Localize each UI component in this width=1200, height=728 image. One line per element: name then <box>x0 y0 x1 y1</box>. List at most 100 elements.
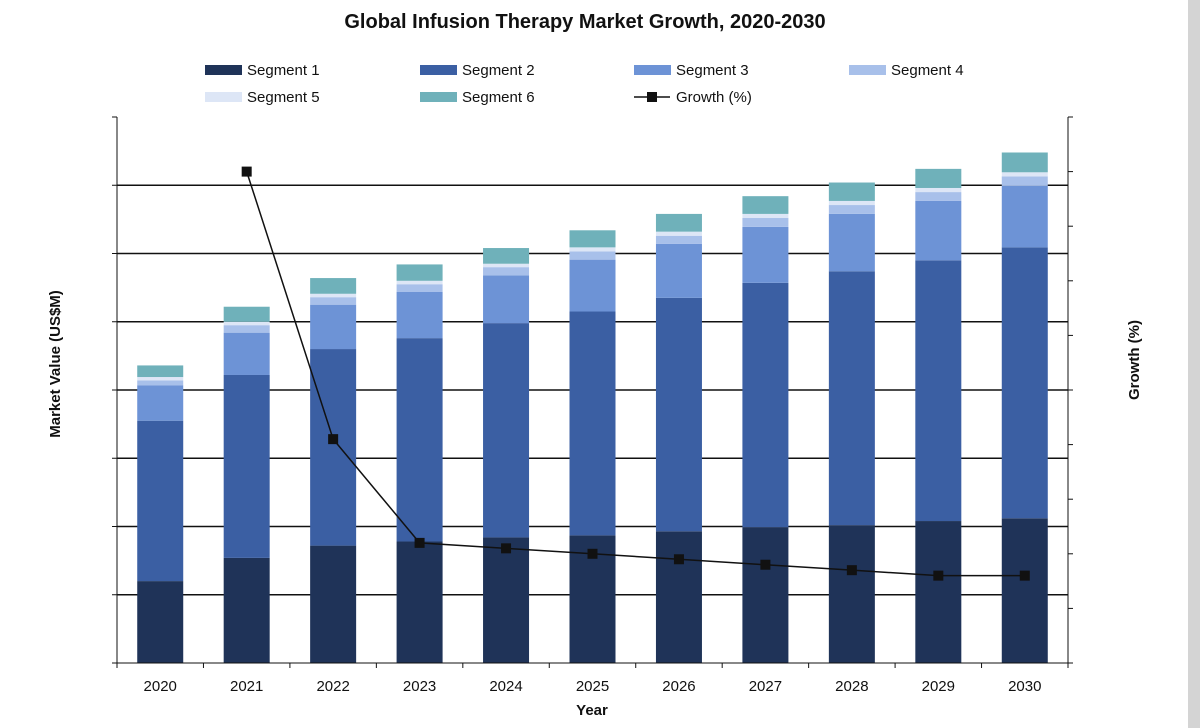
x-tick-label: 2028 <box>835 678 868 695</box>
bar-segment-6-2022 <box>310 278 357 294</box>
bar-segment-2-2024 <box>483 323 530 538</box>
legend-item-segment-2: Segment 2 <box>420 62 535 79</box>
bar-segment-4-2029 <box>915 192 962 201</box>
bar-segment-4-2024 <box>483 267 530 276</box>
growth-marker <box>1019 570 1030 581</box>
bar-segment-3-2020 <box>137 385 184 421</box>
bar-segment-1-2020 <box>137 581 184 663</box>
x-tick-label: 2030 <box>1008 678 1041 695</box>
bar-segment-1-2029 <box>915 521 962 663</box>
bar-segment-3-2030 <box>1001 185 1048 248</box>
bar-segment-2-2025 <box>569 311 616 536</box>
bar-segment-5-2024 <box>483 263 530 268</box>
x-tick-label: 2020 <box>144 678 177 695</box>
x-tick-label: 2023 <box>403 678 436 695</box>
bar-segment-5-2021 <box>223 321 270 326</box>
legend-item-segment-5: Segment 5 <box>205 89 320 106</box>
legend-swatch <box>420 65 457 75</box>
legend-swatch <box>420 92 457 102</box>
bar-segment-3-2025 <box>569 259 616 312</box>
bar-segment-6-2025 <box>569 230 616 248</box>
legend-swatch <box>849 65 886 75</box>
bar-segment-5-2028 <box>828 200 875 206</box>
bar-segment-2-2028 <box>828 271 875 526</box>
legend-label: Growth (%) <box>676 89 752 106</box>
growth-marker <box>501 543 512 554</box>
bar-segment-3-2023 <box>396 291 443 339</box>
legend-marker <box>647 92 657 102</box>
x-tick-label: 2025 <box>576 678 609 695</box>
legend-item-segment-1: Segment 1 <box>205 62 320 79</box>
bar-segment-4-2020 <box>137 380 184 386</box>
x-tick-label: 2021 <box>230 678 263 695</box>
bar-segment-1-2024 <box>483 537 530 663</box>
legend-swatch <box>205 65 242 75</box>
bar-segment-2-2030 <box>1001 247 1048 519</box>
bar-segment-2-2021 <box>223 374 270 558</box>
bar-segment-6-2021 <box>223 306 270 322</box>
bar-segment-2-2029 <box>915 260 962 522</box>
growth-line <box>241 166 1030 581</box>
x-tick-label: 2022 <box>316 678 349 695</box>
bar-segment-5-2029 <box>915 187 962 193</box>
bar-segment-2-2027 <box>742 282 789 528</box>
bar-segment-4-2022 <box>310 297 357 305</box>
x-tick-label: 2024 <box>489 678 522 695</box>
legend-item-segment-4: Segment 4 <box>849 62 964 79</box>
legend-label: Segment 4 <box>891 62 964 79</box>
legend-item-segment-3: Segment 3 <box>634 62 749 79</box>
bar-segment-1-2028 <box>828 525 875 663</box>
legend-swatch <box>205 92 242 102</box>
bar-segment-6-2028 <box>828 182 875 201</box>
growth-marker <box>673 554 684 565</box>
growth-line-path <box>245 171 1025 577</box>
legend-label: Segment 2 <box>462 62 535 79</box>
bar-segment-2-2020 <box>137 420 184 582</box>
bar-segment-1-2023 <box>396 541 443 663</box>
x-tick-labels: 2020 2021 2022 2023 2024 2025 2026 2027 2028 2029… <box>144 678 1042 695</box>
x-axis-title: Year <box>576 702 608 719</box>
bar-segment-4-2021 <box>223 325 270 333</box>
bar-segment-6-2024 <box>483 248 530 264</box>
bar-segment-5-2027 <box>742 213 789 219</box>
legend-item-growth: Growth (%) <box>634 89 752 106</box>
bar-segment-4-2026 <box>655 235 702 244</box>
y2-axis-title: Growth (%) <box>1126 320 1143 400</box>
growth-marker <box>241 166 252 177</box>
growth-marker <box>933 570 944 581</box>
bar-segment-5-2022 <box>310 293 357 298</box>
legend-label: Segment 1 <box>247 62 320 79</box>
chart-title: Global Infusion Therapy Market Growth, 2… <box>344 11 825 33</box>
bar-segment-4-2023 <box>396 284 443 292</box>
bar-segment-5-2025 <box>569 247 616 252</box>
legend-label: Segment 6 <box>462 89 535 106</box>
bar-segment-3-2024 <box>483 275 530 324</box>
bar-segment-4-2030 <box>1001 176 1048 186</box>
legend: Segment 1 Segment 2 Segment 3 Segment 4 Segm… <box>205 62 964 106</box>
legend-label: Segment 5 <box>247 89 320 106</box>
bar-segment-1-2022 <box>310 545 357 663</box>
growth-marker <box>846 565 857 576</box>
x-tick-label: 2027 <box>749 678 782 695</box>
legend-label: Segment 3 <box>676 62 749 79</box>
bar-segment-1-2030 <box>1001 518 1048 663</box>
bars <box>137 152 1048 663</box>
growth-marker <box>760 559 771 570</box>
bar-segment-6-2030 <box>1001 152 1048 173</box>
bar-segment-6-2023 <box>396 264 443 281</box>
bar-segment-4-2028 <box>828 205 875 214</box>
y-axis-title: Market Value (US$M) <box>47 290 64 438</box>
bar-segment-5-2030 <box>1001 172 1048 177</box>
bar-segment-5-2020 <box>137 377 184 381</box>
bar-segment-3-2026 <box>655 243 702 298</box>
axis-ticks <box>112 116 1073 668</box>
bar-segment-3-2029 <box>915 200 962 261</box>
right-edge-strip <box>1188 0 1200 728</box>
x-tick-label: 2029 <box>922 678 955 695</box>
bar-segment-6-2029 <box>915 168 962 188</box>
x-tick-label: 2026 <box>662 678 695 695</box>
bar-segment-2-2022 <box>310 349 357 546</box>
bar-segment-1-2027 <box>742 527 789 663</box>
growth-marker <box>328 434 339 445</box>
